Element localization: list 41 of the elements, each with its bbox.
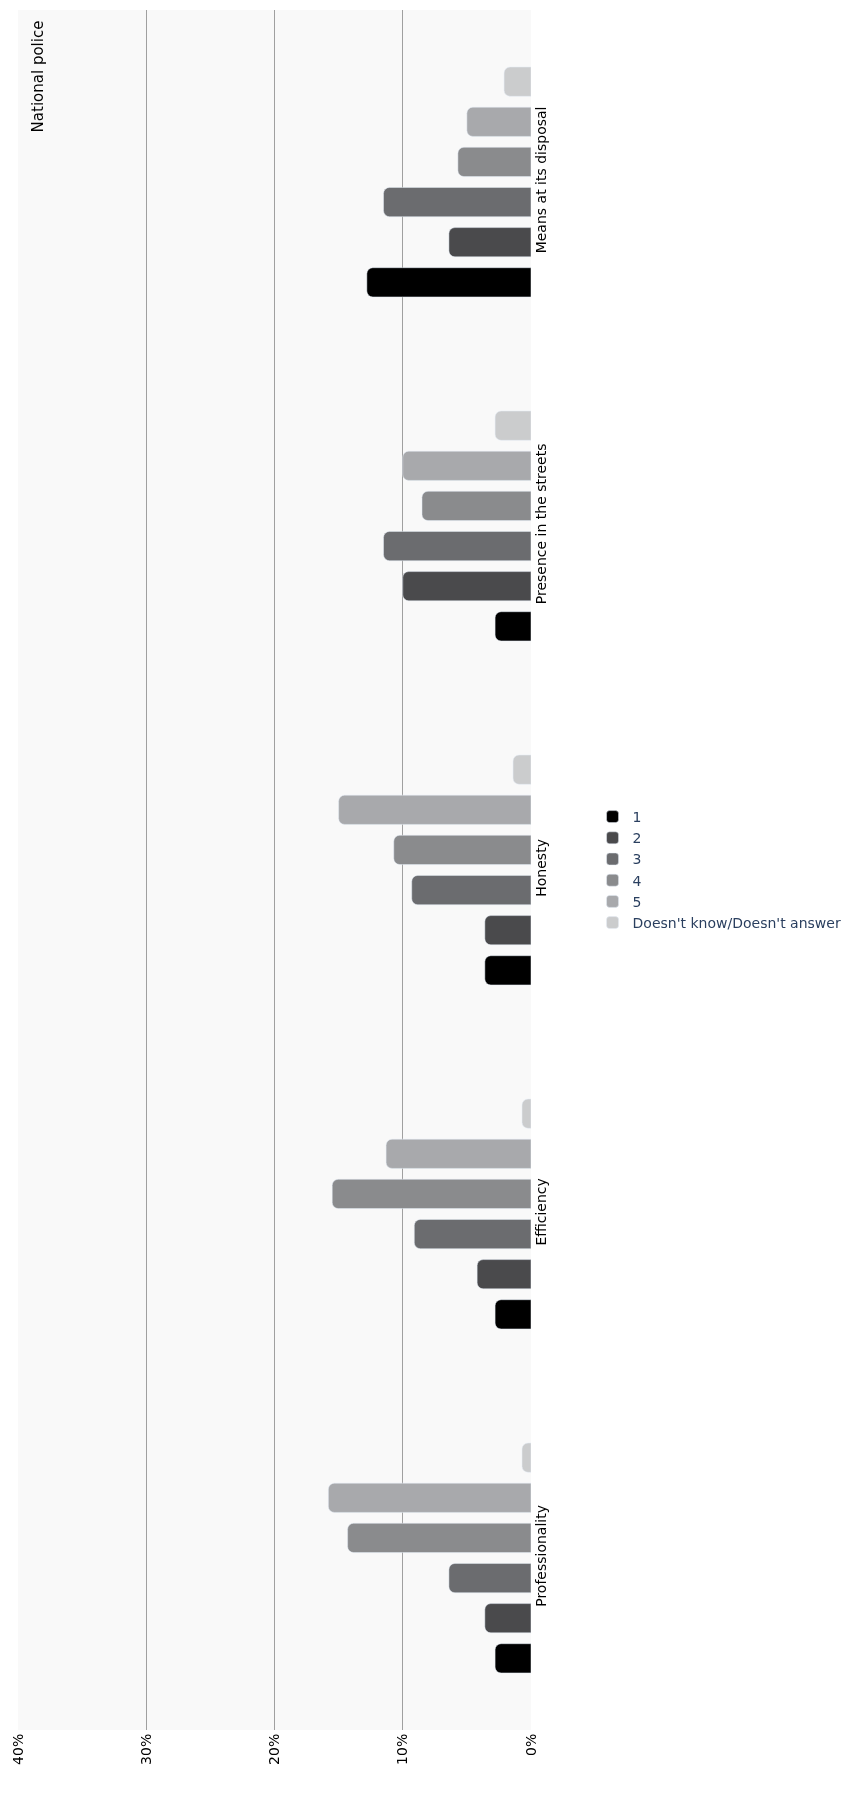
bar [494,1299,531,1330]
legend-label: 3 [632,851,642,868]
bar [512,754,531,785]
bar [457,147,531,177]
bar [484,1603,531,1634]
bar [494,1643,531,1674]
bar [494,611,531,642]
x-tick-label: 30% [137,1733,154,1765]
y-tick-label: Means at its disposal [533,106,549,254]
bar [503,66,531,97]
y-tick-label: Professionality [533,1504,549,1607]
legend-label: 1 [632,809,642,826]
bar [448,227,531,258]
bar [331,1179,531,1209]
y-tick-label: Presence in the streets [533,443,549,605]
bar [466,106,531,137]
bar [383,187,531,217]
legend-label: 4 [632,872,642,889]
y-tick-label: Efficiency [533,1178,549,1246]
bar [476,1259,531,1290]
bar [411,875,531,905]
y-tick-label: Honesty [533,839,549,897]
bar [484,915,531,946]
x-tick-label: 20% [266,1733,283,1765]
x-tick-label: 10% [394,1733,411,1765]
text: National police [29,20,48,133]
bar [366,267,531,298]
legend-label: 2 [632,830,642,847]
legend-label: Doesn't know/Doesn't answer [632,915,841,932]
x-tick-label: 0% [522,1733,539,1757]
bar [448,1563,531,1593]
bar [494,410,531,441]
legend-label: 5 [632,893,642,910]
bar [484,955,531,986]
bar [383,531,531,561]
bar [347,1523,531,1553]
bar [393,835,531,865]
bar [402,571,531,602]
bar [421,491,531,521]
bar [414,1219,531,1249]
x-tick-label: 40% [9,1733,26,1765]
